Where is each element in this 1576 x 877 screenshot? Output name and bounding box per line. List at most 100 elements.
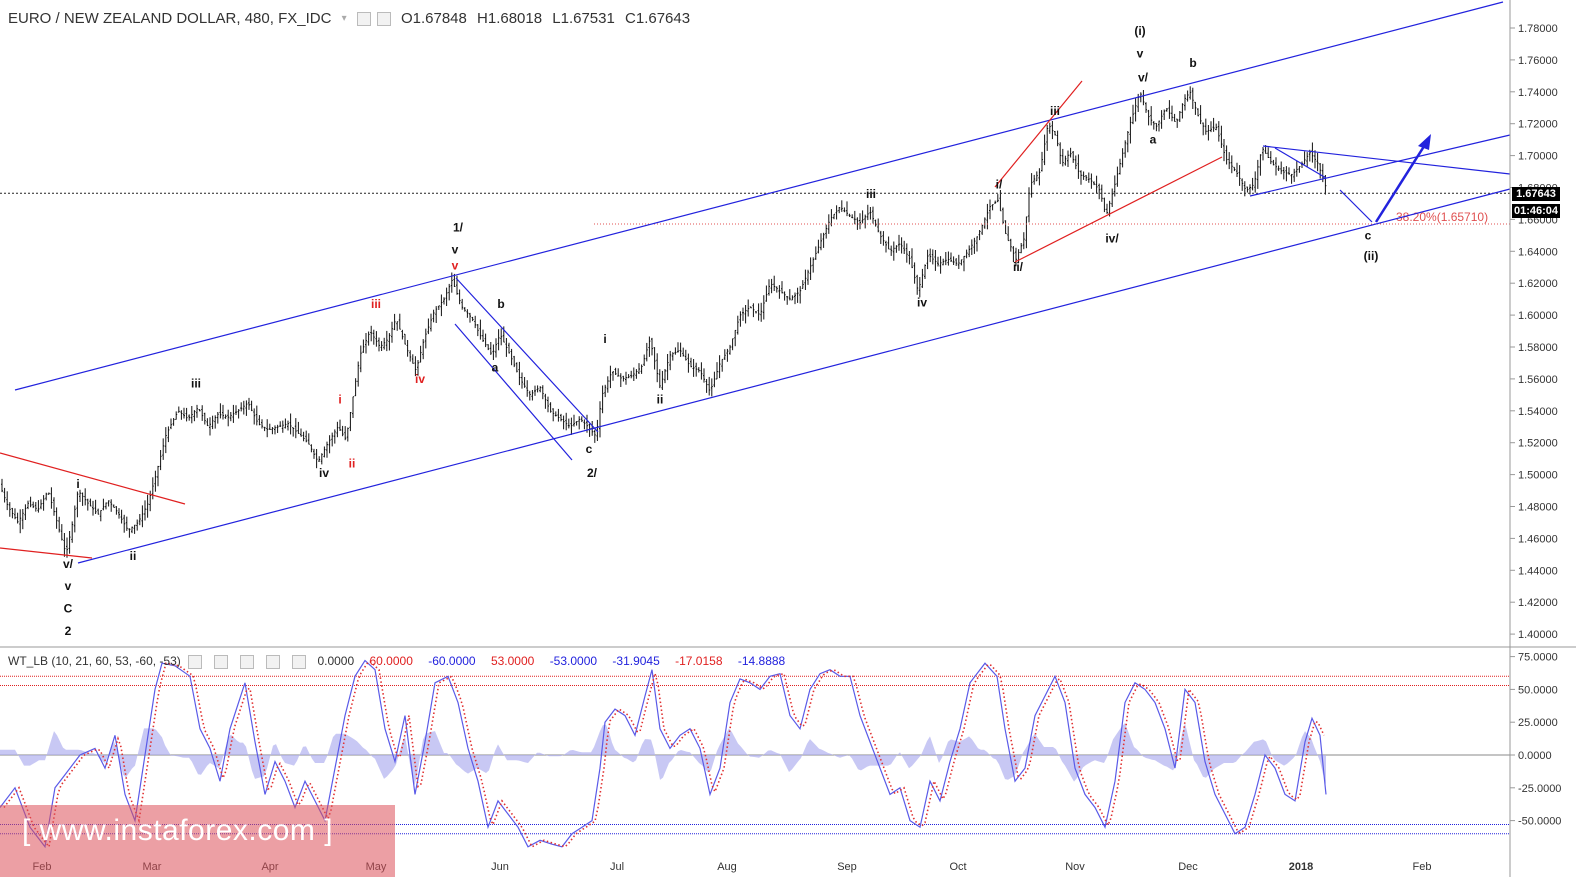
close-icon[interactable] — [240, 654, 255, 669]
wave-label: ii — [130, 549, 137, 563]
wave-label: iv — [319, 466, 329, 480]
indicator-value-1: 60.0000 — [369, 654, 413, 668]
wave-label: c — [586, 442, 593, 456]
y-tick-label: 1.56000 — [1518, 374, 1558, 386]
y-tick-label: 1.60000 — [1518, 310, 1558, 322]
y-tick-label: 1.40000 — [1518, 629, 1558, 641]
x-tick-label: 2018 — [1289, 861, 1313, 873]
high-value: H1.68018 — [477, 10, 543, 27]
wave-label: v — [452, 259, 459, 273]
indicator-pane — [0, 659, 1510, 849]
add-icon[interactable] — [266, 654, 281, 669]
x-tick-label: Dec — [1178, 861, 1198, 873]
wave-label: iv/ — [1105, 232, 1119, 246]
wave-label: 2/ — [587, 466, 598, 480]
indicator-value-0: 0.0000 — [317, 654, 355, 668]
eye-icon[interactable] — [356, 12, 371, 27]
wave-label: iii — [191, 377, 201, 391]
close-value: C1.67643 — [625, 10, 691, 27]
wave-label: (ii) — [1364, 249, 1379, 263]
y-tick-label: 1.48000 — [1518, 502, 1558, 514]
y-tick-label: 1.46000 — [1518, 533, 1558, 545]
wave-label: ii — [657, 393, 664, 407]
x-tick-label: Oct — [949, 861, 966, 873]
wave-label: v — [1137, 47, 1144, 61]
wedge-line — [1014, 156, 1223, 263]
x-tick-label: Nov — [1065, 861, 1085, 873]
x-tick-label: Sep — [837, 861, 857, 873]
indicator-value-2: -60.0000 — [428, 654, 476, 668]
wave-label: v — [452, 243, 459, 257]
channel-line — [14, 1, 1504, 391]
y-tick-label: 1.44000 — [1518, 565, 1558, 577]
y-tick-label: 1.52000 — [1518, 438, 1558, 450]
wedge-line — [0, 547, 93, 559]
momentum-cloud — [0, 723, 1326, 787]
wave-label: ii/ — [1013, 260, 1024, 274]
chevron-down-icon[interactable]: ▾ — [341, 13, 347, 25]
wedge-line — [0, 452, 186, 505]
wave-label: 1/ — [453, 220, 464, 234]
x-tick-label: Feb — [1413, 861, 1432, 873]
y-tick-label: 1.78000 — [1518, 23, 1558, 35]
indicator-value-4: -53.0000 — [549, 654, 598, 668]
settings-icon[interactable] — [376, 12, 391, 27]
channel-line — [1274, 147, 1327, 179]
chart-header: EURO / NEW ZEALAND DOLLAR, 480, FX_IDC ▾… — [8, 10, 696, 27]
channel-line — [454, 323, 573, 461]
wave-label: (i) — [1134, 24, 1145, 38]
wave-label: i/ — [996, 177, 1003, 191]
wave-label: c — [1365, 228, 1372, 242]
last-price-box: 1.67643 — [1512, 187, 1560, 201]
x-tick-label: Aug — [717, 861, 737, 873]
open-value: O1.67848 — [400, 10, 467, 27]
ind-y-tick-label: 25.0000 — [1518, 717, 1558, 729]
y-tick-label: 1.70000 — [1518, 151, 1558, 163]
y-tick-label: 1.64000 — [1518, 246, 1558, 258]
y-tick-label: 1.42000 — [1518, 597, 1558, 609]
y-tick-label: 1.58000 — [1518, 342, 1558, 354]
wave-label: 2 — [65, 624, 72, 638]
wave-label: i — [338, 393, 341, 407]
wave-label: C — [64, 602, 73, 616]
indicator-value-7: -14.8888 — [737, 654, 786, 668]
y-tick-label: 1.76000 — [1518, 55, 1558, 67]
channel-line — [455, 277, 599, 433]
wave-label: v — [65, 579, 72, 593]
countdown-box: 01:46:04 — [1512, 204, 1560, 218]
wave-label: v/ — [1138, 70, 1149, 84]
wt1-line — [0, 659, 1327, 849]
wave-label: b — [1189, 56, 1196, 70]
watermark-band — [0, 805, 395, 877]
wave-label: a — [492, 361, 499, 375]
wave-label: v/ — [63, 557, 74, 571]
wave-label: iii — [371, 297, 381, 311]
more-icon[interactable] — [292, 654, 307, 669]
ind-y-tick-label: -25.0000 — [1518, 783, 1561, 795]
wave-label: b — [497, 297, 504, 311]
wave-label: iv — [917, 295, 927, 309]
price-pane: 38.20%(1.65710)iv/vC2iiiiiiviiiiiiiv1/vv… — [0, 1, 1511, 638]
channel-line — [77, 188, 1511, 564]
wave-label: ii — [349, 456, 356, 470]
indicator-value-5: -31.9045 — [612, 654, 660, 668]
wave-label: iii — [866, 187, 876, 201]
watermark-text: [ www.instaforex.com ] — [22, 814, 334, 847]
ind-y-tick-label: 0.0000 — [1518, 750, 1552, 762]
fib-label: 38.20%(1.65710) — [1396, 210, 1488, 224]
eye-icon[interactable] — [188, 654, 203, 669]
indicator-name: WT_LB (10, 21, 60, 53, -60, -53) — [8, 654, 181, 668]
arrow-head — [1418, 134, 1431, 150]
y-tick-label: 1.62000 — [1518, 278, 1558, 290]
low-value: L1.67531 — [552, 10, 615, 27]
wave-label: iv — [415, 372, 425, 386]
y-tick-label: 1.72000 — [1518, 119, 1558, 131]
indicator-header: WT_LB (10, 21, 60, 53, -60, -53) 0.0000 … — [8, 654, 797, 669]
ind-y-tick-label: -50.0000 — [1518, 816, 1561, 828]
wave-label: a — [1150, 133, 1157, 147]
y-tick-label: 1.50000 — [1518, 470, 1558, 482]
forecast-arrow — [1374, 139, 1430, 223]
settings-icon[interactable] — [214, 654, 229, 669]
wt2-line — [3, 660, 1325, 849]
